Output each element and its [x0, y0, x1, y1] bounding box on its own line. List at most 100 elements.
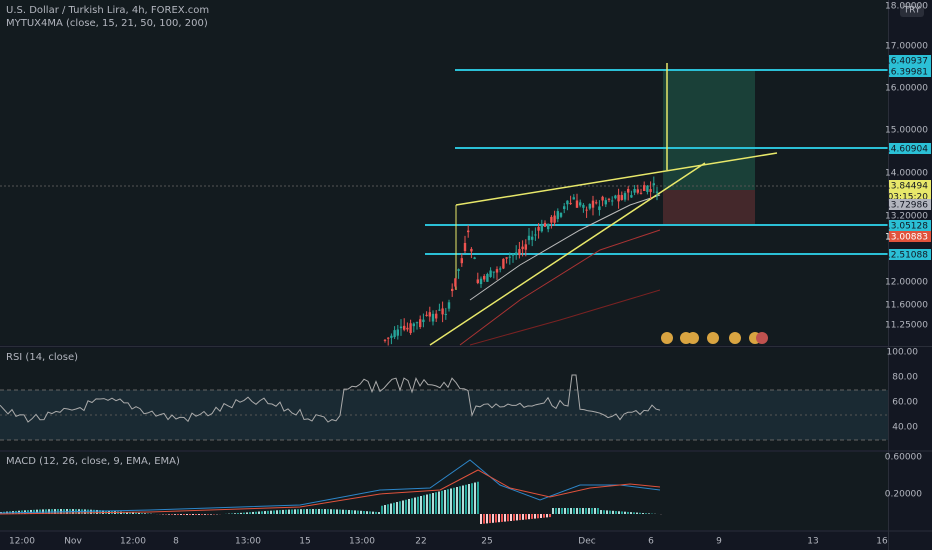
macd-bar — [423, 495, 425, 514]
candle-body — [499, 268, 502, 270]
candle-body — [521, 246, 524, 250]
macd-bar — [411, 498, 413, 514]
candle-body — [575, 200, 579, 208]
macd-bar — [555, 508, 557, 514]
macd-bar — [87, 509, 89, 514]
loss-zone — [663, 190, 755, 225]
macd-bar — [429, 493, 431, 514]
candle-body — [399, 326, 403, 329]
candle-body — [467, 230, 470, 233]
macd-bar — [558, 508, 560, 514]
macd-bar — [405, 499, 407, 514]
candle-body — [585, 209, 588, 211]
candles — [383, 176, 659, 346]
badge — [889, 180, 931, 191]
macd-bar — [465, 484, 467, 514]
macd-bar — [291, 509, 293, 514]
event-icons — [661, 332, 768, 344]
rsi-label: 60.00 — [892, 398, 918, 408]
macd-bar — [543, 514, 545, 518]
candle-body — [409, 323, 412, 334]
macd-bar — [396, 502, 398, 514]
macd-bar — [351, 510, 353, 514]
candle-body — [550, 216, 553, 223]
macd-bar — [597, 508, 599, 514]
time-label: 13:00 — [349, 537, 375, 547]
macd-bar — [234, 513, 236, 514]
macd-bar — [135, 512, 137, 514]
macd-bar — [132, 512, 134, 514]
macd-bar — [129, 512, 131, 514]
macd-bar — [546, 514, 548, 518]
rsi-band — [0, 390, 888, 440]
candle-body — [428, 312, 431, 317]
macd-bar — [432, 493, 434, 514]
candle-body — [505, 257, 508, 259]
macd-bar — [537, 514, 539, 519]
macd-bar — [516, 514, 518, 521]
macd-bar — [144, 513, 146, 514]
macd-bar — [528, 514, 530, 520]
macd-bar — [417, 496, 419, 514]
currency-badge[interactable] — [900, 3, 924, 17]
candle-body — [572, 197, 575, 200]
macd-bar — [273, 510, 275, 514]
macd-bar — [186, 514, 188, 515]
candle-body — [627, 188, 630, 193]
candle-body — [460, 258, 463, 264]
badge-label: 13.72986 — [885, 201, 928, 211]
candle-body — [643, 185, 646, 192]
candle-body — [595, 202, 598, 204]
price-label: 11.60000 — [885, 301, 928, 311]
macd-bar — [408, 499, 410, 514]
macd-bar — [138, 512, 140, 514]
candle-body — [649, 189, 652, 192]
macd-bar — [264, 511, 266, 514]
macd-bar — [474, 482, 476, 514]
macd-bar — [282, 509, 284, 514]
candle-body — [489, 270, 492, 277]
macd-bar — [195, 514, 197, 515]
time-label: 12:00 — [9, 537, 35, 547]
price-label: 16.00000 — [885, 84, 928, 94]
candle-body — [559, 212, 563, 217]
macd-bar — [630, 512, 632, 514]
macd-bar — [459, 486, 461, 514]
macd-bar — [393, 502, 395, 514]
macd-bar — [519, 514, 521, 521]
macd-bar — [309, 509, 311, 514]
price-label: 17.00000 — [885, 42, 928, 52]
macd-bar — [180, 514, 182, 515]
macd-bar — [525, 514, 527, 520]
badge-label: 13.05128 — [885, 222, 928, 232]
macd-bar — [438, 491, 440, 514]
time-label: Nov — [64, 537, 82, 547]
candle-body — [403, 325, 406, 330]
macd-bar — [486, 514, 488, 524]
candle-body — [431, 313, 435, 322]
badge — [889, 191, 931, 202]
macd-bar — [522, 514, 524, 520]
candle-body — [473, 257, 476, 260]
macd-bar — [501, 514, 503, 522]
candle-body — [646, 185, 649, 192]
candle-body — [479, 278, 483, 285]
macd-bar — [378, 512, 380, 514]
rsi-title: RSI (14, close) — [6, 352, 78, 363]
rsi-label: 100.00 — [887, 348, 919, 358]
ma-line — [459, 229, 661, 346]
candle-body — [630, 195, 633, 198]
macd-bar — [414, 497, 416, 514]
macd-bar — [615, 511, 617, 514]
macd-bar — [462, 485, 464, 514]
macd-bar — [198, 514, 200, 515]
candle-body — [652, 183, 655, 186]
macd-bar — [582, 508, 584, 514]
macd-bar — [354, 510, 356, 514]
badge-label: 16.39981 — [885, 68, 928, 78]
macd-bar — [567, 508, 569, 514]
candle-body — [390, 335, 393, 338]
candle-body — [515, 252, 518, 255]
macd-bar — [489, 514, 491, 524]
candle-body — [633, 188, 636, 193]
